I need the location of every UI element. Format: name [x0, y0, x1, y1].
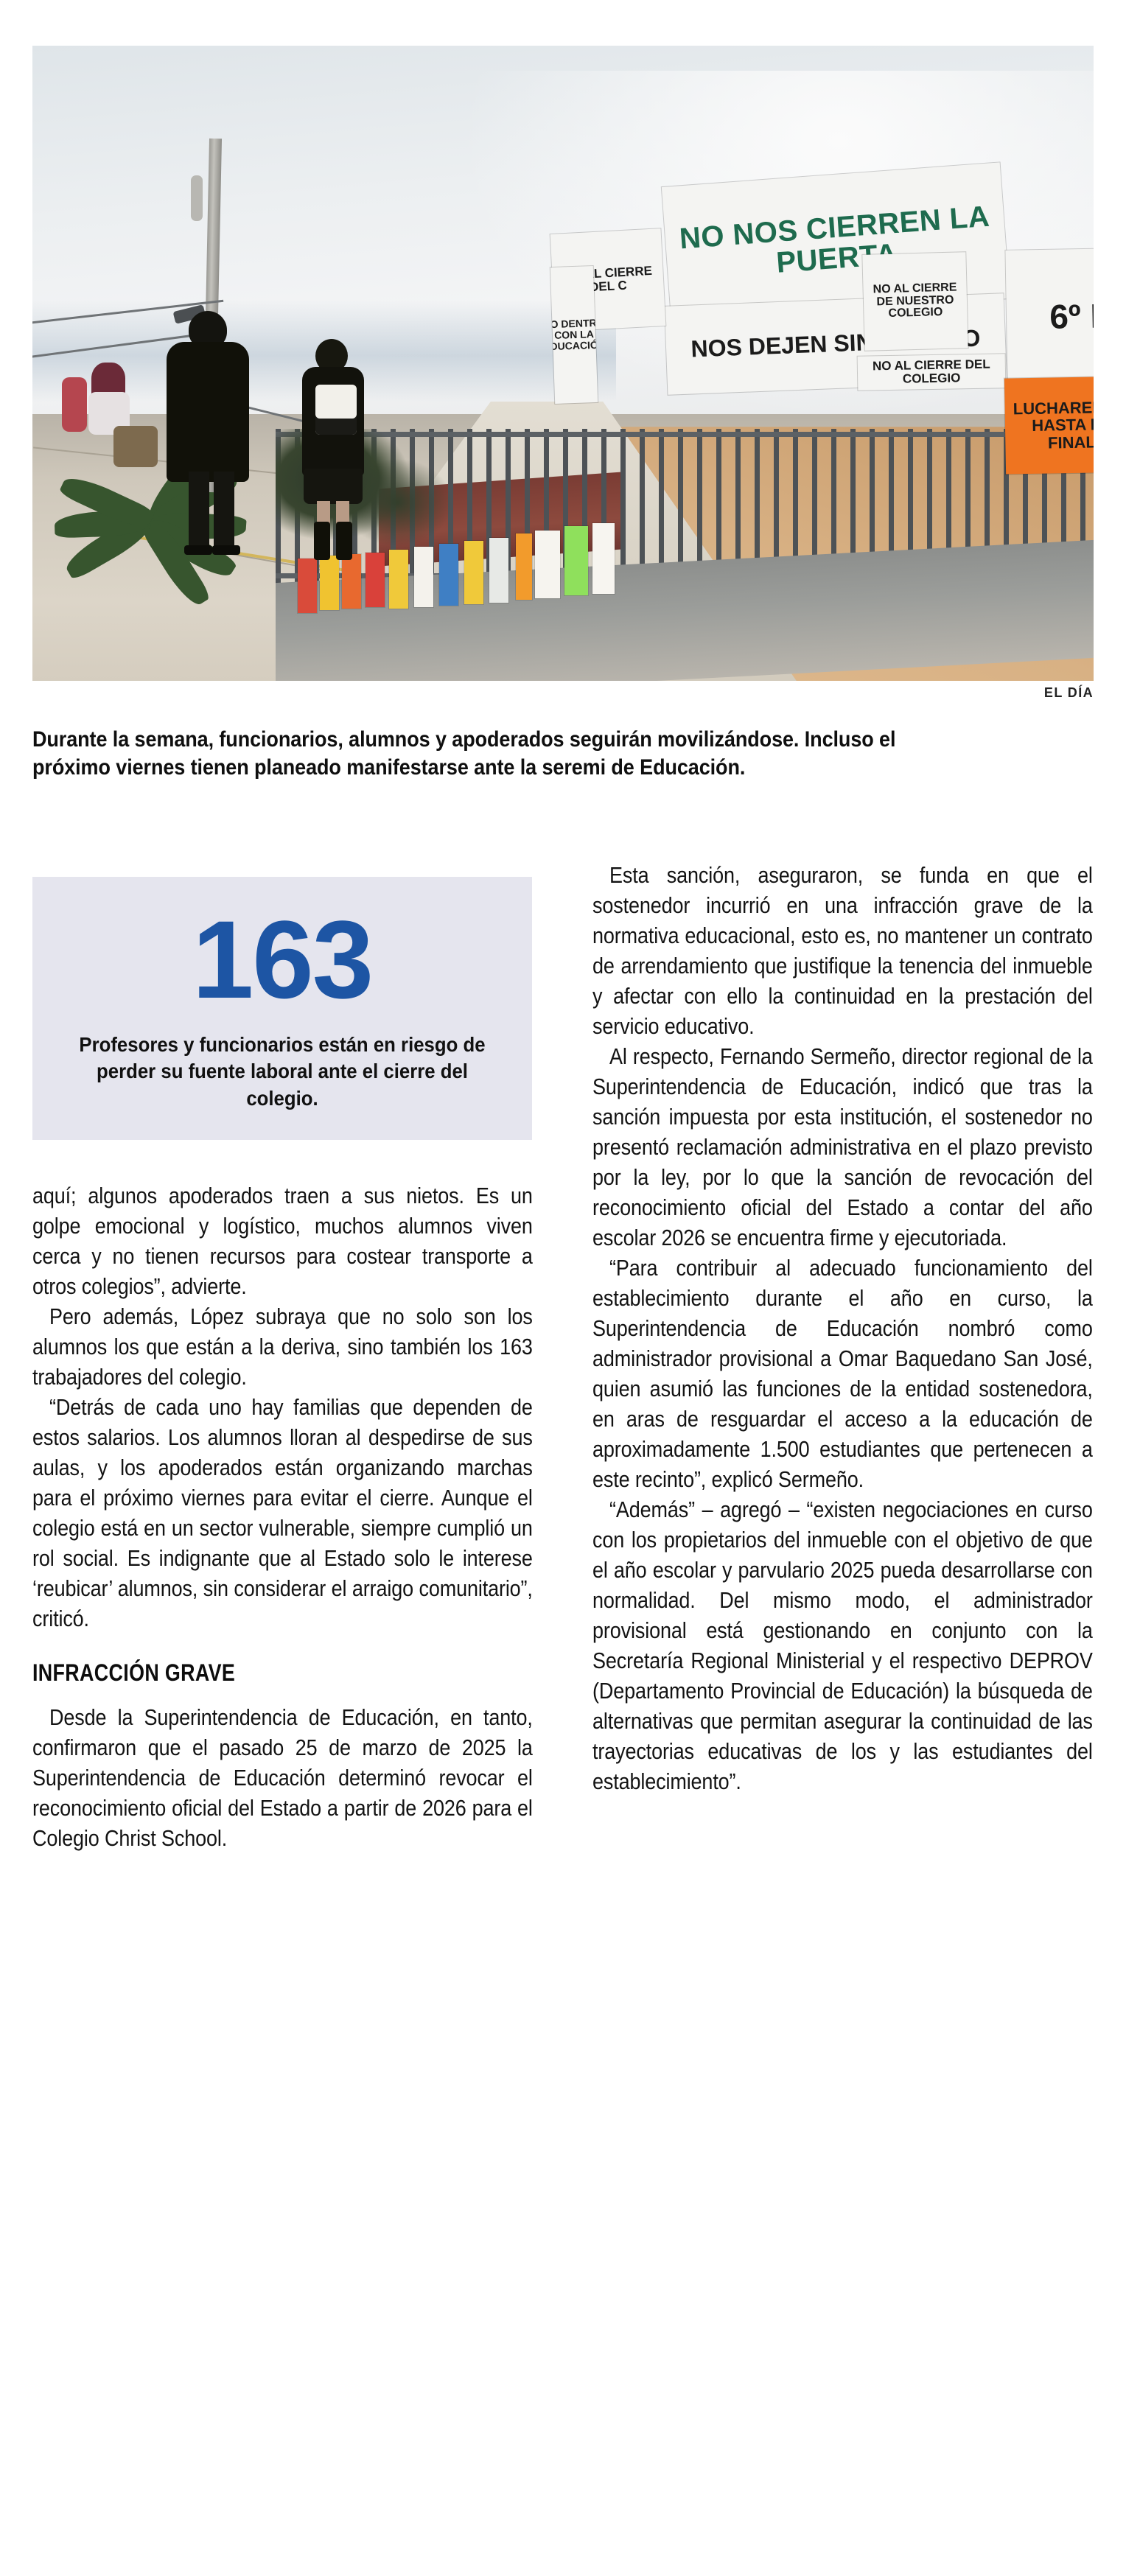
right-column-body: Esta sanción, aseguraron, se funda en qu…: [592, 861, 1093, 1797]
paragraph: “Detrás de cada uno hay familias que dep…: [32, 1395, 533, 1632]
right-column: Esta sanción, aseguraron, se funda en qu…: [592, 861, 1094, 1797]
section-subheading: INFRACCIÓN GRAVE: [32, 1659, 236, 1687]
stat-highlight-box: 163 Profesores y funcionarios están en r…: [32, 877, 532, 1141]
stat-description: Profesores y funcionarios están en riesg…: [79, 1033, 486, 1110]
paragraph: Pero además, López subraya que no solo s…: [32, 1304, 533, 1390]
banner-lucharemos-hasta-el-final: LUCHAREMOS HASTA EL FINAL: [1004, 376, 1094, 475]
background-people: [62, 355, 172, 467]
left-column-body-after-subheading: Desde la Superintendencia de Educación, …: [32, 1703, 533, 1854]
colored-paper-signs: [298, 517, 644, 613]
paragraph: Desde la Superintendencia de Educación, …: [32, 1705, 533, 1852]
banner-no-al-cierre-del-colegio: NO AL CIERRE DEL COLEGIO: [857, 354, 1006, 391]
paragraph: aquí; algunos apoderados traen a sus nie…: [32, 1183, 533, 1300]
article-photo: NO NOS CIERREN LA PUERTA NOS DEJEN SIN R…: [32, 46, 1094, 681]
person-adult-walking: [158, 311, 255, 555]
stat-number: 163: [192, 897, 374, 1021]
person-student-walking: [296, 339, 370, 560]
photo-credit: EL DÍA: [1043, 685, 1094, 700]
paragraph: Esta sanción, aseguraron, se funda en qu…: [592, 863, 1093, 1040]
banner-curso-6b: 6º B: [1005, 248, 1094, 385]
left-column: 163 Profesores y funcionarios están en r…: [32, 877, 534, 1854]
photo-scene: NO NOS CIERREN LA PUERTA NOS DEJEN SIN R…: [32, 46, 1094, 681]
fence-top-rail: [276, 432, 1094, 437]
photo-caption: Durante la semana, funcionarios, alumnos…: [32, 727, 896, 780]
left-column-body: aquí; algunos apoderados traen a sus nie…: [32, 1181, 533, 1634]
banner-no-dentro-con-la-educacion: NO DENTRO CON LA EDUCACIÓN: [550, 266, 598, 404]
pole-insulator: [191, 175, 203, 221]
paragraph: Al respecto, Fernando Sermeño, director …: [592, 1044, 1093, 1251]
banner-no-al-cierre-de-nuestro-colegio: NO AL CIERRE DE NUESTRO COLEGIO: [862, 252, 968, 351]
paragraph: “Para contribuir al adecuado funcionamie…: [592, 1256, 1093, 1493]
paragraph: “Además” – agregó – “existen negociacion…: [592, 1497, 1093, 1795]
